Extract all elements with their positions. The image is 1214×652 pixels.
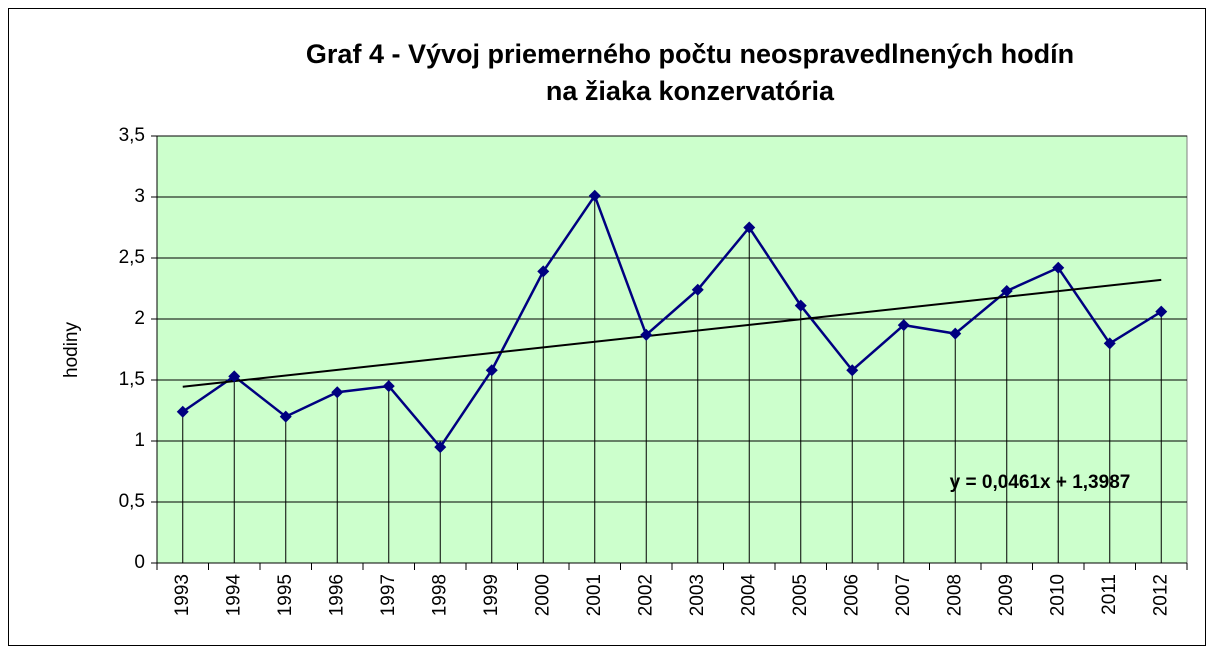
x-tick-label: 2007	[893, 574, 914, 616]
data-point	[1052, 261, 1065, 274]
x-tick-label: 2000	[532, 574, 553, 616]
y-tick-label: 3,5	[119, 125, 145, 146]
plot-area	[156, 135, 1188, 564]
x-tick-label: 2012	[1150, 574, 1171, 616]
data-point	[1103, 337, 1116, 350]
y-tick-label: 2,5	[119, 247, 145, 268]
x-tick-label: 2008	[944, 574, 965, 616]
x-tick-label: 1994	[223, 574, 244, 617]
x-tick-label: 2004	[738, 574, 759, 617]
data-point	[485, 364, 498, 377]
y-axis-label: hodiny	[61, 322, 82, 378]
data-point	[794, 299, 807, 312]
data-point	[434, 441, 447, 454]
x-tick-label: 1996	[326, 574, 347, 616]
data-point	[588, 189, 601, 202]
y-tick-label: 2	[134, 308, 145, 329]
data-point	[1155, 305, 1168, 318]
data-point	[279, 410, 292, 423]
data-point	[897, 319, 910, 332]
x-tick-label: 1998	[429, 574, 450, 616]
chart-title: na žiaka konzervatória	[546, 76, 835, 106]
data-point	[382, 380, 395, 393]
x-tick-label: 2011	[1099, 574, 1120, 615]
x-tick-label: 2003	[687, 574, 708, 616]
data-point	[1000, 284, 1013, 297]
x-tick-label: 2009	[996, 574, 1017, 616]
x-tick-label: 1999	[481, 574, 502, 616]
y-tick-label: 0	[134, 552, 145, 573]
x-tick-label: 2010	[1047, 574, 1068, 616]
y-tick-label: 1	[134, 430, 145, 451]
x-tick-label: 1995	[275, 574, 296, 616]
data-point	[640, 328, 653, 341]
data-point	[846, 364, 859, 377]
x-tick-label: 1997	[378, 574, 399, 616]
x-tick-label: 1993	[172, 574, 193, 616]
data-point	[228, 370, 241, 383]
data-point	[743, 221, 756, 234]
chart-title: Graf 4 - Vývoj priemerného počtu neospra…	[306, 39, 1074, 69]
y-tick-label: 3	[134, 186, 145, 207]
data-point	[691, 283, 704, 296]
data-point	[537, 265, 550, 278]
trendline	[182, 278, 1162, 388]
data-point	[176, 405, 189, 418]
x-tick-label: 2006	[841, 574, 862, 616]
trendline-equation: y = 0,0461x + 1,3987	[950, 472, 1131, 493]
data-point	[949, 327, 962, 340]
y-tick-label: 1,5	[119, 369, 145, 390]
y-tick-label: 0,5	[119, 491, 145, 512]
x-tick-label: 2002	[635, 574, 656, 616]
x-tick-label: 2001	[584, 574, 605, 616]
data-point	[331, 386, 344, 399]
x-tick-label: 2005	[790, 574, 811, 616]
